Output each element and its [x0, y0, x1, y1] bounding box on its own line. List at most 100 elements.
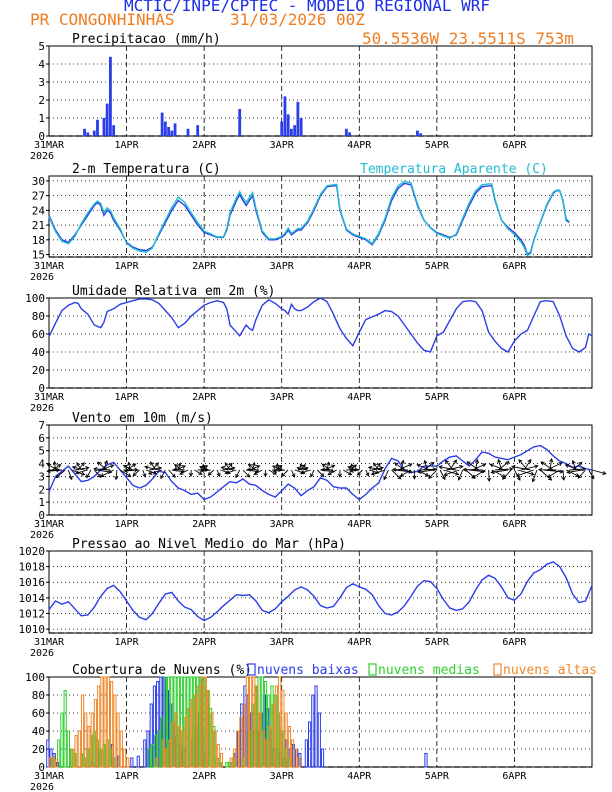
- cloud-bar-nuvens-altas: [116, 712, 120, 768]
- y-tick-label: 20: [32, 364, 45, 377]
- wind-arrow-head: [394, 462, 399, 467]
- wind-arrow-head: [487, 477, 492, 483]
- wind-arrow: [502, 469, 512, 480]
- wind-arrow-head: [256, 465, 261, 469]
- cloud-bar-nuvens-baixas: [304, 739, 308, 768]
- wind-arrow-head: [497, 458, 502, 464]
- x-tick-label: 3APR: [270, 637, 295, 648]
- wind-arrow: [268, 469, 277, 475]
- precip-bar: [83, 128, 86, 136]
- series-line: [48, 180, 570, 257]
- cloud-bar-nuvens-baixas: [311, 694, 315, 768]
- x-tick-label: 3APR: [270, 392, 295, 403]
- wind-arrow: [119, 469, 131, 477]
- wind-arrow-head: [518, 459, 523, 464]
- wind-arrow-head: [370, 471, 376, 476]
- wind-arrow: [310, 469, 315, 477]
- cloud-bar-nuvens-altas: [119, 730, 123, 768]
- wind-arrow-head: [179, 470, 184, 475]
- wind-arrow: [490, 463, 505, 471]
- wind-arrow: [300, 469, 311, 474]
- wind-arrow-head: [114, 476, 119, 481]
- precip-bar: [186, 128, 190, 136]
- precip-bar: [86, 132, 90, 136]
- wind-arrow: [444, 469, 460, 476]
- x-tick-label: 5APR: [425, 261, 450, 272]
- cloud-bar-nuvens-medias: [60, 712, 64, 768]
- cloud-bar-nuvens-altas: [206, 690, 211, 768]
- x-tick-label: 1APR: [115, 637, 140, 648]
- wind-arrow-head: [352, 464, 358, 469]
- wind-arrow-head: [97, 473, 102, 479]
- precip-bar: [416, 130, 419, 136]
- wind-arrow-head: [154, 462, 159, 467]
- x-tick-label: 4APR: [347, 140, 372, 151]
- legend-swatch: [368, 663, 377, 676]
- cloud-bar-nuvens-altas: [281, 690, 285, 768]
- wind-arrow-head: [375, 470, 380, 475]
- cloud-bar-nuvens-altas: [258, 712, 262, 768]
- x-tick-label: 2APR: [192, 392, 217, 403]
- x-tick-label: 31MAR: [34, 261, 65, 272]
- y-tick-label: 24: [32, 204, 46, 217]
- y-tick-label: 60: [32, 328, 45, 341]
- wind-arrow-head: [177, 462, 182, 467]
- wind-arrow-head: [123, 468, 129, 473]
- cloud-bar-nuvens-baixas: [308, 721, 312, 768]
- wind-arrow-head: [356, 471, 362, 476]
- wind-arrow-head: [578, 461, 583, 466]
- cloud-bar-nuvens-baixas: [314, 685, 318, 768]
- panel-cloud-cover: 0 20 40 60 80 100 31MAR 1APR 2APR 3APR 4APR 5APR 6AP…: [25, 663, 597, 792]
- wind-arrow-head: [246, 467, 251, 472]
- panel-title: 2-m Temperatura (C): [72, 162, 221, 177]
- cloud-bar-nuvens-medias: [147, 748, 151, 768]
- wind-arrow-head: [150, 461, 154, 466]
- wind-arrow: [297, 467, 308, 471]
- precip-bar: [173, 123, 177, 136]
- wind-arrow: [518, 459, 528, 471]
- wind-arrow-head: [408, 463, 413, 468]
- y-tick-label: 80: [32, 310, 45, 323]
- wind-arrow: [562, 469, 565, 481]
- panel-title: Cobertura de Nuvens (%): [72, 663, 252, 678]
- cloud-bar-nuvens-altas: [168, 739, 172, 768]
- cloud-bar-nuvens-altas: [113, 694, 117, 768]
- wind-arrow-head: [181, 465, 187, 469]
- x-tick-label: 3APR: [270, 140, 295, 151]
- wind-arrow-head: [122, 464, 128, 469]
- cloud-bar-nuvens-altas: [210, 712, 214, 768]
- y-tick-label: 4: [38, 58, 45, 71]
- wind-arrow-head: [348, 471, 353, 476]
- wind-arrow-head: [425, 472, 430, 477]
- cloud-bar-nuvens-altas: [51, 755, 56, 768]
- cloud-bar-nuvens-altas: [213, 730, 217, 768]
- wind-arrow: [123, 465, 134, 471]
- wind-arrow-head: [482, 463, 487, 468]
- x-tick-label: 5APR: [425, 771, 450, 782]
- x-tick-label: 3APR: [270, 261, 295, 272]
- wind-arrow-head: [320, 472, 325, 478]
- wind-arrow-head: [462, 467, 467, 472]
- wind-arrow-head: [457, 476, 462, 481]
- cloud-bar-nuvens-altas: [232, 748, 237, 768]
- x-tick-label: 6APR: [502, 261, 527, 272]
- wind-arrow-head: [376, 462, 381, 467]
- wind-arrow: [221, 466, 234, 471]
- wind-arrow-head: [481, 469, 486, 474]
- wind-arrow-head: [272, 465, 277, 470]
- wind-arrow-head: [455, 471, 460, 476]
- wind-arrow: [488, 469, 490, 482]
- wind-arrow: [520, 465, 538, 471]
- y-tick-label: 1016: [19, 576, 46, 589]
- cloud-bar-nuvens-altas: [197, 685, 201, 768]
- cloud-bar-nuvens-altas: [171, 721, 175, 768]
- y-tick-label: 1014: [19, 592, 46, 605]
- cloud-bar-nuvens-altas: [219, 753, 224, 768]
- wind-arrow-head: [566, 469, 571, 475]
- cloud-bar-nuvens-altas: [184, 717, 188, 768]
- cloud-bar-nuvens-altas: [291, 739, 295, 768]
- x-tick-label: 3APR: [270, 771, 295, 782]
- wind-arrow-head: [561, 476, 566, 481]
- wind-arrow: [235, 469, 241, 478]
